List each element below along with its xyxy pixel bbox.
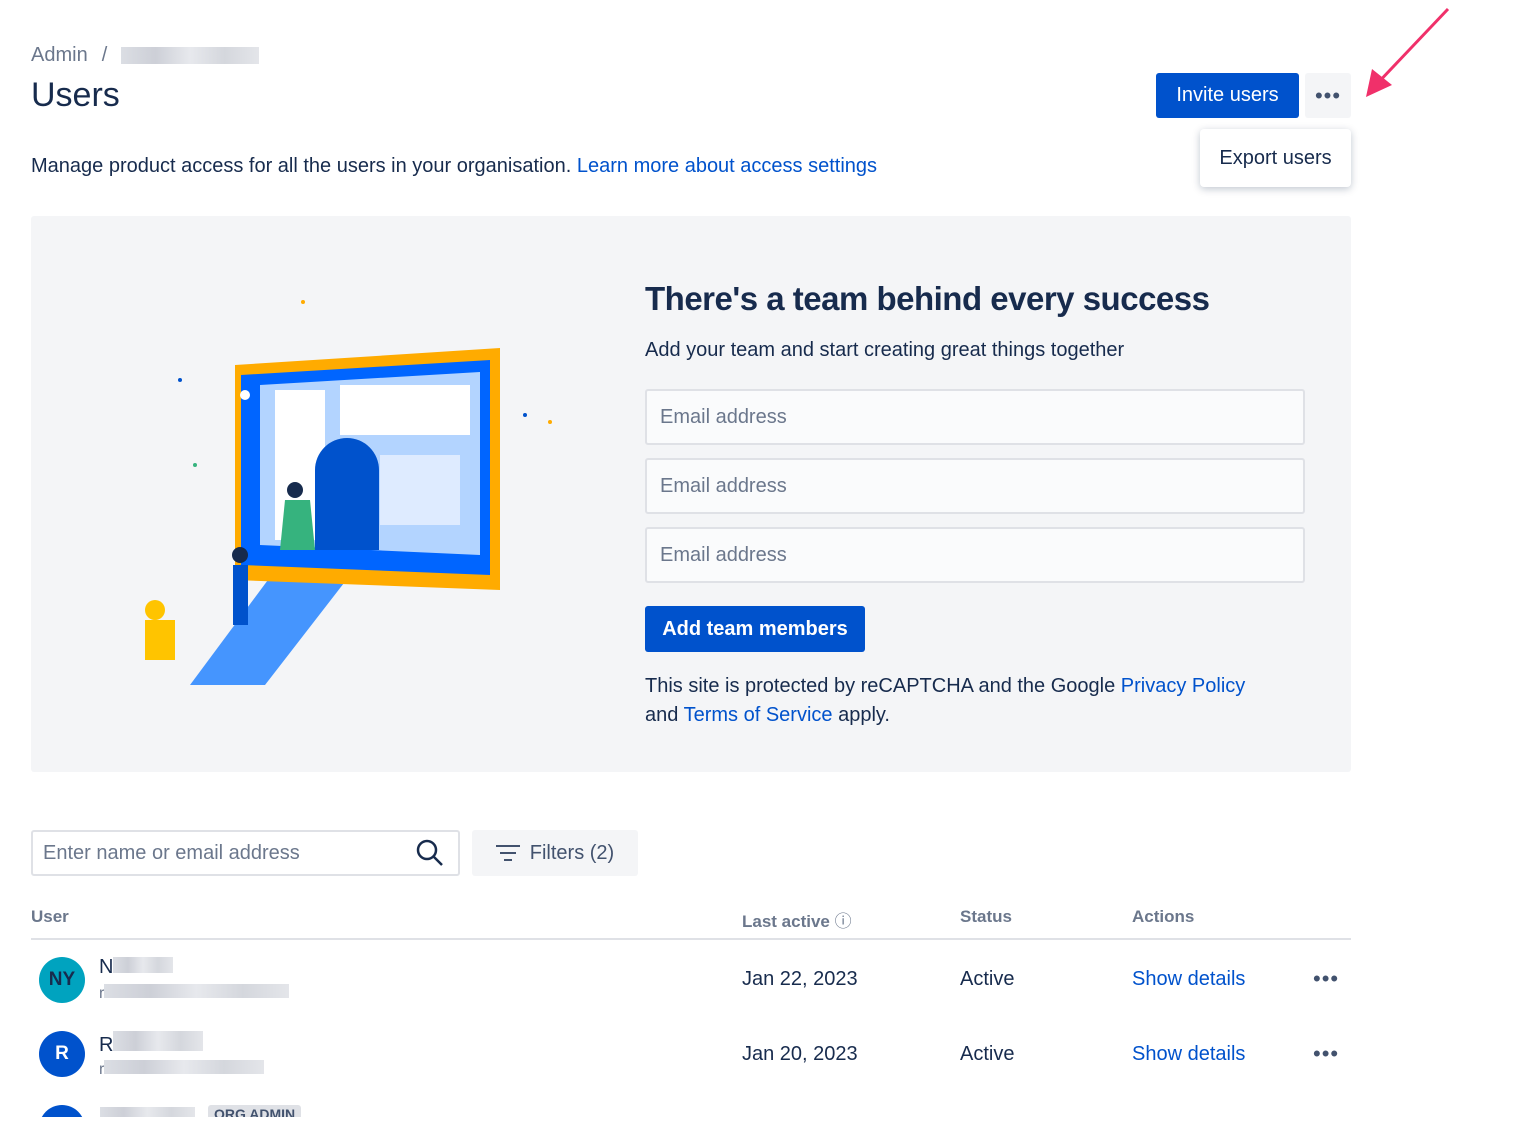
org-admin-badge: ORG ADMIN	[208, 1105, 302, 1117]
user-email: r	[99, 984, 290, 1003]
status: Active	[960, 968, 1015, 990]
last-active: Jan 22, 2023	[742, 968, 858, 990]
filters-label: Filters (2)	[529, 841, 615, 864]
table-header-divider	[31, 938, 1351, 940]
row-more-icon[interactable]: •••	[1313, 966, 1340, 991]
column-user: User	[31, 907, 69, 926]
learn-more-link[interactable]: Learn more about access settings	[576, 155, 878, 177]
table-row-partial: ORG ADMIN	[0, 1105, 1536, 1117]
annotation-arrow-icon	[1366, 7, 1450, 97]
breadcrumb-admin[interactable]: Admin	[31, 44, 88, 66]
row-more-icon[interactable]: •••	[1313, 1041, 1340, 1066]
breadcrumb-org-redacted[interactable]	[121, 47, 260, 64]
column-status: Status	[960, 907, 1012, 926]
description-text: Manage product access for all the users …	[31, 155, 572, 177]
avatar: NY	[39, 957, 85, 1003]
email-field-3[interactable]	[645, 527, 1305, 583]
terms-link[interactable]: Terms of Service	[683, 704, 833, 726]
page-title: Users	[31, 76, 120, 114]
column-actions: Actions	[1132, 907, 1195, 926]
breadcrumb: Admin /	[31, 44, 260, 67]
avatar	[39, 1105, 85, 1117]
menu-item-export-users[interactable]: Export users	[1219, 146, 1332, 169]
recaptcha-notice: This site is protected by reCAPTCHA and …	[645, 672, 1245, 730]
user-search	[31, 830, 460, 876]
team-illustration	[145, 300, 552, 685]
column-last-active[interactable]: Last active ⓘ	[742, 907, 852, 932]
status: Active	[960, 1043, 1015, 1065]
filter-icon	[495, 845, 520, 861]
last-active: Jan 20, 2023	[742, 1043, 858, 1065]
more-actions-menu: Export users	[1200, 129, 1351, 187]
show-details-link[interactable]: Show details	[1132, 1043, 1246, 1065]
user-email: r	[99, 1060, 265, 1079]
last-active-label: Last active	[742, 912, 830, 931]
avatar: R	[39, 1031, 85, 1077]
captcha-and: and	[645, 704, 679, 726]
banner-title: There's a team behind every success	[645, 280, 1210, 317]
user-name[interactable]: R	[99, 1031, 204, 1057]
user-name[interactable]: N	[99, 956, 174, 979]
breadcrumb-separator: /	[101, 44, 108, 66]
add-team-members-button[interactable]: Add team members	[645, 606, 865, 652]
privacy-policy-link[interactable]: Privacy Policy	[1120, 675, 1246, 697]
search-icon[interactable]	[416, 839, 444, 867]
email-field-2[interactable]	[645, 458, 1305, 514]
show-details-link[interactable]: Show details	[1132, 968, 1246, 990]
banner-subtitle: Add your team and start creating great t…	[645, 339, 1125, 361]
info-icon[interactable]: ⓘ	[834, 912, 852, 931]
more-icon: •••	[1314, 82, 1342, 108]
page-description: Manage product access for all the users …	[31, 155, 877, 178]
captcha-apply: apply.	[838, 704, 890, 726]
invite-users-button[interactable]: Invite users	[1156, 73, 1299, 118]
search-input[interactable]	[33, 841, 416, 865]
email-field-1[interactable]	[645, 389, 1305, 445]
filters-button[interactable]: Filters (2)	[472, 830, 638, 876]
captcha-text: This site is protected by reCAPTCHA and …	[645, 675, 1116, 697]
more-actions-button[interactable]: •••	[1305, 73, 1351, 118]
